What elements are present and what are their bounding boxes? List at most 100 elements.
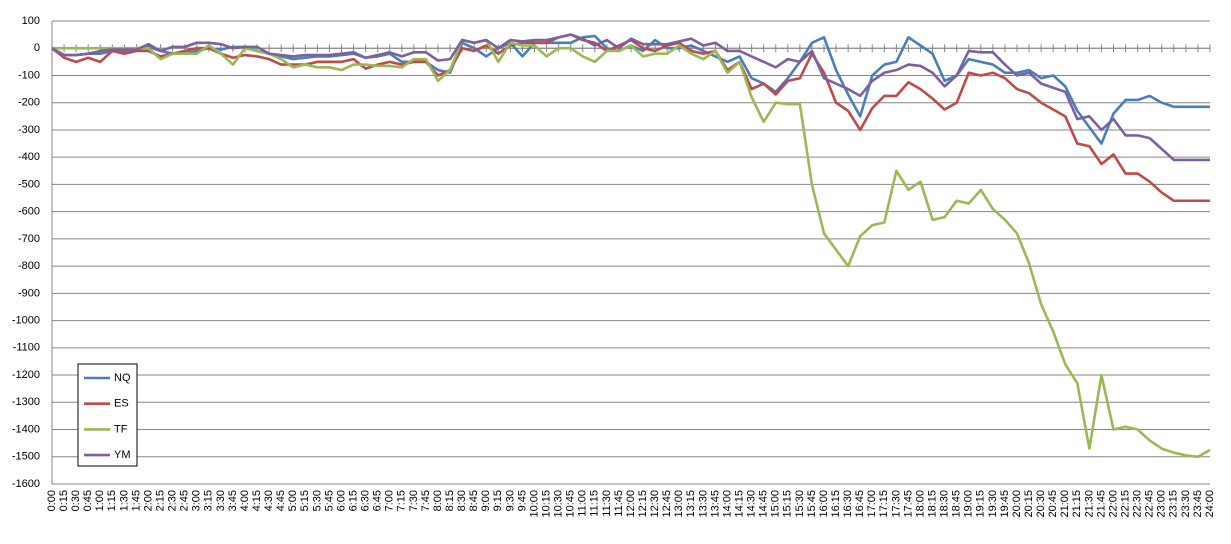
x-tick-label: 12:45 bbox=[661, 490, 673, 518]
x-tick-label: 7:00 bbox=[384, 490, 396, 511]
y-tick-label: -200 bbox=[18, 97, 40, 109]
y-tick-label: -600 bbox=[18, 206, 40, 218]
x-tick-label: 12:00 bbox=[625, 490, 637, 518]
x-tick-label: 18:15 bbox=[926, 490, 938, 518]
legend-label: TF bbox=[114, 423, 128, 435]
x-tick-label: 7:30 bbox=[408, 490, 420, 511]
x-tick-label: 13:45 bbox=[709, 490, 721, 518]
x-tick-label: 1:00 bbox=[94, 490, 106, 511]
y-tick-label: -1500 bbox=[12, 451, 40, 463]
x-tick-label: 13:15 bbox=[685, 490, 697, 518]
x-tick-label: 17:15 bbox=[878, 490, 890, 518]
x-tick-label: 18:30 bbox=[939, 490, 951, 518]
x-tick-label: 9:15 bbox=[492, 490, 504, 511]
y-tick-label: -1300 bbox=[12, 396, 40, 408]
x-tick-label: 11:30 bbox=[601, 490, 613, 517]
x-tick-label: 11:15 bbox=[589, 490, 601, 517]
x-tick-label: 16:15 bbox=[830, 490, 842, 518]
y-tick-label: -300 bbox=[18, 124, 40, 136]
y-tick-label: -1100 bbox=[13, 342, 40, 354]
x-tick-label: 6:00 bbox=[335, 490, 347, 511]
x-tick-label: 23:30 bbox=[1180, 490, 1192, 518]
x-tick-label: 1:30 bbox=[118, 490, 130, 511]
x-tick-label: 4:15 bbox=[251, 490, 263, 511]
x-tick-label: 22:45 bbox=[1144, 490, 1156, 518]
x-tick-label: 23:00 bbox=[1156, 490, 1168, 518]
y-tick-label: -100 bbox=[18, 69, 40, 81]
x-tick-label: 13:00 bbox=[673, 490, 685, 518]
x-tick-label: 11:45 bbox=[613, 490, 625, 517]
x-tick-label: 0:30 bbox=[70, 490, 82, 511]
x-tick-label: 19:15 bbox=[975, 490, 987, 518]
x-tick-label: 5:00 bbox=[287, 490, 299, 511]
x-tick-label: 19:00 bbox=[963, 490, 975, 518]
x-tick-label: 2:15 bbox=[154, 490, 166, 511]
x-tick-label: 14:00 bbox=[721, 490, 733, 518]
x-tick-label: 6:45 bbox=[372, 490, 384, 511]
y-tick-label: -400 bbox=[18, 151, 40, 163]
x-tick-label: 1:45 bbox=[130, 490, 142, 511]
y-tick-label: 100 bbox=[22, 15, 40, 27]
y-tick-label: -1400 bbox=[12, 423, 40, 435]
x-tick-label: 9:30 bbox=[504, 490, 516, 511]
legend-label: NQ bbox=[114, 372, 131, 384]
x-tick-label: 10:45 bbox=[565, 490, 577, 518]
y-tick-label: -800 bbox=[18, 260, 40, 272]
x-tick-label: 14:45 bbox=[758, 490, 770, 518]
x-tick-label: 12:30 bbox=[649, 490, 661, 518]
x-tick-label: 20:15 bbox=[1023, 490, 1035, 518]
x-tick-label: 14:30 bbox=[746, 490, 758, 518]
x-tick-label: 4:00 bbox=[239, 490, 251, 511]
x-tick-label: 17:00 bbox=[866, 490, 878, 518]
x-tick-label: 22:30 bbox=[1132, 490, 1144, 518]
x-tick-label: 10:30 bbox=[553, 490, 565, 518]
x-tick-label: 17:45 bbox=[902, 490, 914, 518]
x-tick-label: 6:30 bbox=[360, 490, 372, 511]
x-tick-label: 15:30 bbox=[794, 490, 806, 518]
x-tick-label: 21:00 bbox=[1059, 490, 1071, 518]
x-tick-label: 18:45 bbox=[951, 490, 963, 518]
legend-label: ES bbox=[114, 398, 129, 410]
x-tick-label: 10:00 bbox=[528, 490, 540, 518]
x-tick-label: 3:15 bbox=[203, 490, 215, 511]
x-tick-label: 2:30 bbox=[167, 490, 179, 511]
x-tick-label: 0:15 bbox=[58, 490, 70, 511]
y-tick-label: -1000 bbox=[12, 314, 40, 326]
x-tick-label: 9:00 bbox=[480, 490, 492, 511]
x-tick-label: 19:45 bbox=[999, 490, 1011, 518]
x-tick-label: 18:00 bbox=[914, 490, 926, 518]
x-tick-label: 23:15 bbox=[1168, 490, 1180, 518]
x-tick-label: 16:45 bbox=[854, 490, 866, 518]
x-tick-label: 24:00 bbox=[1204, 490, 1216, 518]
x-tick-label: 15:00 bbox=[770, 490, 782, 518]
x-tick-label: 20:45 bbox=[1047, 490, 1059, 518]
x-tick-label: 16:30 bbox=[842, 490, 854, 518]
x-tick-label: 8:15 bbox=[444, 490, 456, 511]
x-tick-label: 6:15 bbox=[347, 490, 359, 511]
legend-box bbox=[77, 363, 138, 467]
x-tick-label: 0:45 bbox=[82, 490, 94, 511]
x-tick-label: 22:00 bbox=[1107, 490, 1119, 518]
x-tick-label: 3:45 bbox=[227, 490, 239, 511]
x-tick-label: 10:15 bbox=[540, 490, 552, 518]
x-tick-label: 3:00 bbox=[191, 490, 203, 511]
x-tick-label: 21:45 bbox=[1095, 490, 1107, 518]
x-tick-label: 23:45 bbox=[1192, 490, 1204, 518]
x-tick-label: 5:15 bbox=[299, 490, 311, 511]
series-line bbox=[51, 33, 1210, 162]
x-tick-label: 5:45 bbox=[323, 490, 335, 511]
x-tick-label: 20:30 bbox=[1035, 490, 1047, 518]
series-line bbox=[52, 38, 1211, 459]
legend: NQ ES TF YM bbox=[77, 363, 138, 467]
y-tick-label: 0 bbox=[34, 42, 40, 54]
x-tick-label: 4:45 bbox=[275, 490, 287, 511]
x-tick-label: 15:45 bbox=[806, 490, 818, 518]
x-tick-label: 17:30 bbox=[890, 490, 902, 518]
x-tick-label: 7:15 bbox=[396, 490, 408, 511]
y-tick-label: -1200 bbox=[12, 369, 40, 381]
x-tick-label: 1:15 bbox=[106, 490, 118, 511]
x-tick-label: 5:30 bbox=[311, 490, 323, 511]
x-tick-label: 8:00 bbox=[432, 490, 444, 511]
